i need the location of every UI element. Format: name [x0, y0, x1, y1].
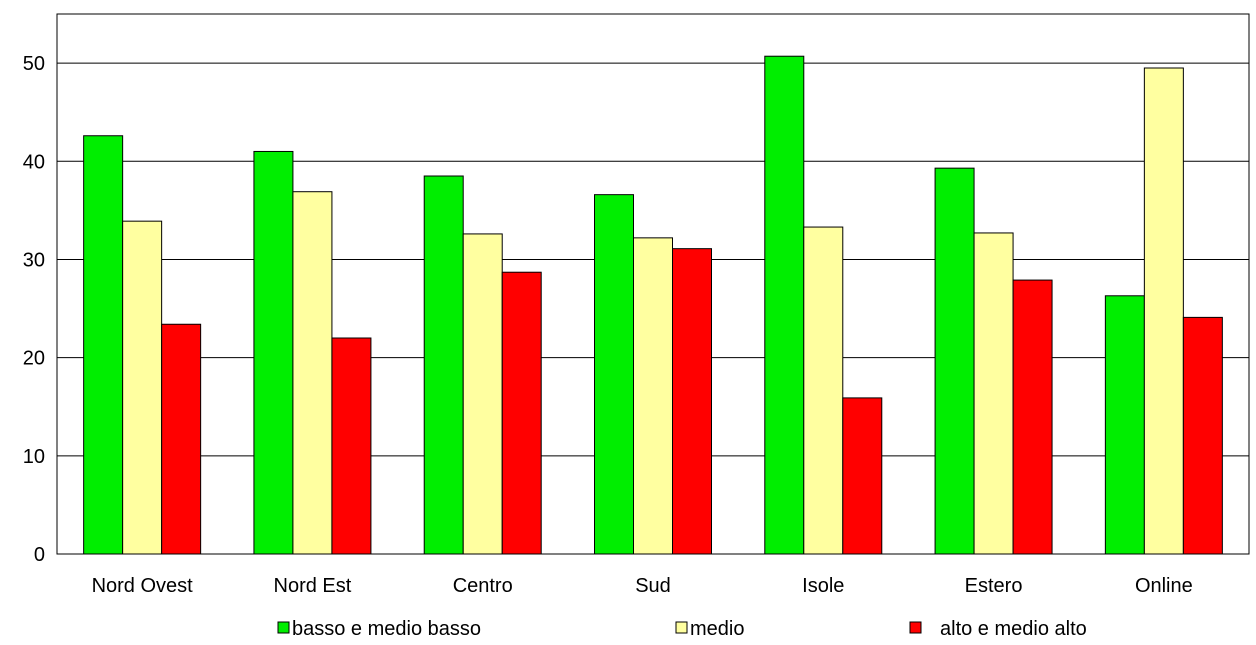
- y-tick-label: 20: [23, 348, 45, 370]
- bar-basso-e-medio-basso-centro: [423, 175, 464, 555]
- bars: [83, 55, 1223, 555]
- bar-medio-isole: [803, 226, 844, 555]
- bar-medio-online: [1143, 67, 1184, 555]
- bar-medio-nord-est: [292, 191, 333, 555]
- legend: basso e medio basso medio alto e medio alt…: [277, 618, 1087, 640]
- bar-medio-sud: [633, 237, 673, 555]
- y-tick-label: 50: [23, 53, 45, 75]
- x-axis: Nord Ovest Nord Est Centro Sud Isole Estero On…: [92, 575, 1193, 597]
- y-tick-label: 0: [34, 544, 45, 566]
- bar-medio-estero: [973, 232, 1014, 555]
- bar-alto-e-medio-alto-sud: [672, 248, 712, 555]
- x-tick-label: Nord Est: [274, 575, 352, 597]
- y-tick-label: 40: [23, 151, 45, 173]
- bar-alto-e-medio-alto-centro: [501, 271, 542, 555]
- x-tick-label: Centro: [453, 575, 513, 597]
- bar-alto-e-medio-alto-isole: [842, 397, 883, 555]
- bar-basso-e-medio-basso-sud: [594, 194, 634, 555]
- x-tick-label: Online: [1135, 575, 1193, 597]
- bar-medio-nord-ovest: [122, 220, 163, 555]
- legend-swatch: [675, 621, 688, 634]
- bar-medio-centro: [462, 233, 503, 555]
- legend-label: medio: [690, 618, 744, 640]
- legend-swatch: [277, 621, 290, 634]
- bar-basso-e-medio-basso-nord-ovest: [83, 135, 124, 555]
- x-tick-label: Estero: [965, 575, 1023, 597]
- y-axis: 0 10 20 30 40 50: [23, 53, 45, 566]
- plot-frame: [56, 13, 1250, 555]
- bar-basso-e-medio-basso-estero: [934, 167, 975, 555]
- bar-basso-e-medio-basso-isole: [764, 55, 805, 555]
- bar-alto-e-medio-alto-nord-ovest: [161, 323, 202, 555]
- bar-alto-e-medio-alto-online: [1182, 316, 1223, 555]
- y-tick-label: 10: [23, 446, 45, 468]
- legend-label: basso e medio basso: [292, 618, 481, 640]
- legend-label: alto e medio alto: [940, 618, 1087, 640]
- bar-alto-e-medio-alto-nord-est: [331, 337, 372, 555]
- bar-basso-e-medio-basso-nord-est: [253, 150, 294, 555]
- y-tick-label: 30: [23, 249, 45, 271]
- bar-alto-e-medio-alto-estero: [1012, 279, 1053, 555]
- bar-basso-e-medio-basso-online: [1104, 295, 1145, 555]
- x-tick-label: Nord Ovest: [92, 575, 194, 597]
- x-tick-label: Isole: [802, 575, 844, 597]
- legend-swatch: [909, 621, 922, 634]
- x-tick-label: Sud: [635, 575, 671, 597]
